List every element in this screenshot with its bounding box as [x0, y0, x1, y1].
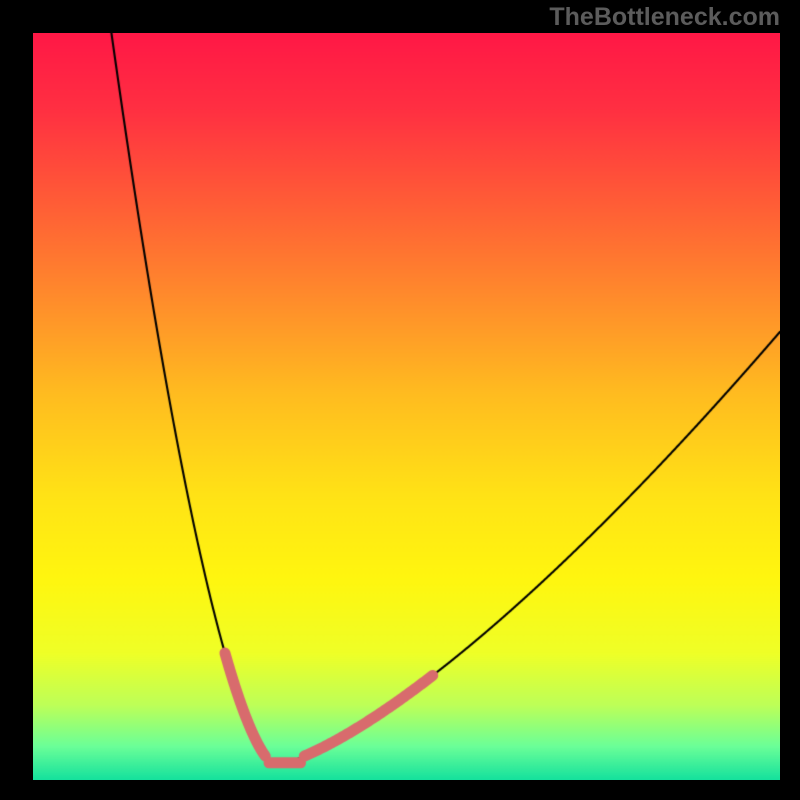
watermark-text: TheBottleneck.com [549, 3, 780, 32]
bottleneck-curve-chart [33, 33, 780, 780]
